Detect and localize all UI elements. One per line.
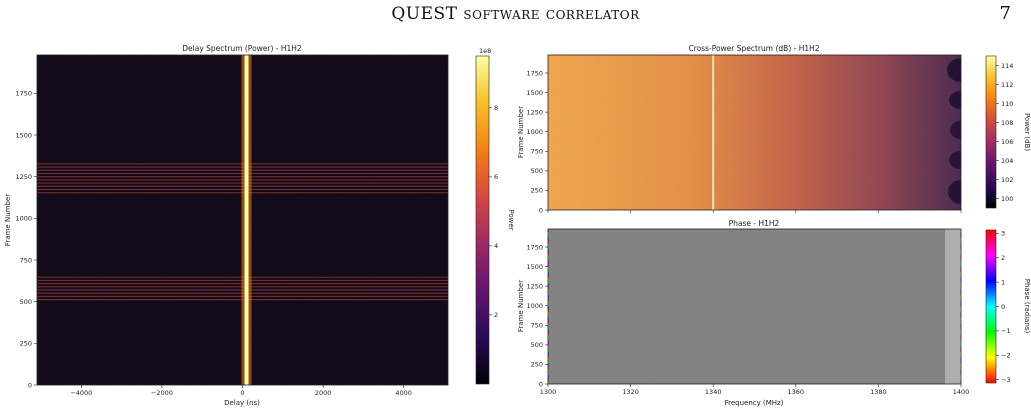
- delay-spectrum-ylabel: Frame Number: [4, 194, 12, 246]
- x-tick-label: 4000: [395, 389, 412, 397]
- colorbar-tick-label: 8: [494, 104, 498, 112]
- delay-colorbar: [475, 55, 490, 385]
- cross-power-title: Cross-Power Spectrum (dB) - H1H2: [688, 44, 819, 53]
- colorbar-tick-label: 6: [494, 173, 498, 181]
- delay-spectrum-xlabel: Delay (ns): [224, 399, 260, 407]
- y-tick-label: 0: [539, 206, 543, 214]
- y-tick-label: 0: [28, 381, 32, 389]
- y-tick-label: 250: [20, 340, 32, 348]
- page-number: 7: [999, 3, 1011, 24]
- x-tick-label: 1320: [622, 388, 639, 396]
- colorbar-tick-label: −3: [1001, 376, 1011, 384]
- phase-xlabel: Frequency (MHz): [725, 399, 784, 407]
- y-tick-label: 1000: [526, 302, 543, 310]
- y-tick-label: 1000: [526, 128, 543, 136]
- delay-colorbar-multiplier: 1e8: [479, 47, 491, 55]
- cross-power-edge-dips: [947, 58, 961, 204]
- phase-ylabel: Frame Number: [517, 280, 525, 332]
- y-tick-label: 500: [20, 298, 32, 306]
- delay-spectrum-axes: 0 250 500 750 1000 1250 1500 1750 −4000 −2000 0 200…: [15, 90, 411, 397]
- x-tick-label: 1380: [870, 388, 887, 396]
- delay-line: [244, 55, 249, 385]
- colorbar-tick-label: 1: [1001, 278, 1005, 286]
- y-tick-label: 500: [531, 341, 543, 349]
- phase-colorbar: [985, 229, 997, 384]
- colorbar-tick-label: −1: [1001, 327, 1011, 335]
- phase-axes: 0 250 500 750 1000 1250 1500 1750 1300 1320 1340 13…: [526, 243, 969, 396]
- y-tick-label: 1250: [15, 173, 32, 181]
- y-tick-label: 1250: [526, 108, 543, 116]
- colorbar-tick-label: 4: [494, 242, 498, 250]
- y-tick-label: 750: [531, 322, 543, 330]
- phase-colorbar-axis: −3 −2 −1 0 1 2 3: [996, 230, 1011, 384]
- x-tick-label: 1340: [705, 388, 722, 396]
- y-tick-label: 1750: [15, 90, 32, 98]
- cross-power-colorbar-label: Power (dB): [1023, 113, 1031, 151]
- y-tick-label: 1500: [15, 131, 32, 139]
- x-tick-label: 0: [240, 389, 244, 397]
- x-tick-label: −4000: [70, 389, 92, 397]
- cross-power-image: [548, 55, 961, 210]
- delay-spectrum-image: [37, 55, 448, 385]
- colorbar-tick-label: 110: [1001, 100, 1013, 108]
- colorbar-tick-label: 3: [1001, 230, 1005, 238]
- cross-power-ylabel: Frame Number: [517, 106, 525, 158]
- phase-title: Phase - H1H2: [729, 219, 780, 228]
- y-tick-label: 250: [531, 187, 543, 195]
- y-tick-label: 1000: [15, 215, 32, 223]
- phase-image: [548, 229, 961, 384]
- page-header: QUEST software correlator 7: [0, 0, 1031, 34]
- colorbar-tick-label: 108: [1001, 119, 1013, 127]
- page-title: QUEST software correlator: [391, 4, 640, 24]
- delay-colorbar-label: Power: [507, 209, 515, 230]
- colorbar-tick-label: 106: [1001, 138, 1013, 146]
- x-tick-label: 1300: [540, 388, 557, 396]
- y-tick-label: 500: [531, 167, 543, 175]
- x-tick-label: 1360: [788, 388, 805, 396]
- phase-panel: Phase - H1H2 0 250 500 750 1000 1250 1500 1750 1…: [517, 219, 1031, 407]
- delay-spectrum-title: Delay Spectrum (Power) - H1H2: [182, 44, 302, 53]
- x-tick-label: −2000: [151, 389, 173, 397]
- delay-spectrum-panel: Delay Spectrum (Power) - H1H2 0 250 500 750…: [4, 44, 515, 407]
- y-tick-label: 1750: [526, 69, 543, 77]
- y-tick-label: 750: [20, 256, 32, 264]
- rfi-line: [712, 55, 715, 210]
- y-tick-label: 0: [539, 380, 543, 388]
- cross-power-axes: 0 250 500 750 1000 1250 1500 1750: [526, 69, 962, 214]
- colorbar-tick-label: −2: [1001, 352, 1011, 360]
- y-tick-label: 1500: [526, 89, 543, 97]
- delay-colorbar-axis: 2 4 6 8: [489, 104, 498, 319]
- x-tick-label: 1400: [953, 388, 970, 396]
- y-tick-label: 250: [531, 361, 543, 369]
- colorbar-tick-label: 102: [1001, 176, 1013, 184]
- y-tick-label: 1750: [526, 243, 543, 251]
- x-tick-label: 2000: [315, 389, 332, 397]
- colorbar-tick-label: 2: [494, 311, 498, 319]
- colorbar-tick-label: 114: [1001, 62, 1013, 70]
- colorbar-tick-label: 0: [1001, 303, 1005, 311]
- colorbar-tick-label: 100: [1001, 195, 1013, 203]
- colorbar-tick-label: 112: [1001, 81, 1013, 89]
- y-tick-label: 750: [531, 148, 543, 156]
- colorbar-tick-label: 104: [1001, 157, 1013, 165]
- phase-colorbar-label: Phase (radians): [1023, 279, 1031, 334]
- colorbar-tick-label: 2: [1001, 254, 1005, 262]
- y-tick-label: 1500: [526, 263, 543, 271]
- cross-power-colorbar: [985, 55, 997, 209]
- cross-power-colorbar-axis: 100 102 104 106 108 110 112 114: [996, 62, 1013, 203]
- cross-power-panel: Cross-Power Spectrum (dB) - H1H2 0 250 500…: [517, 44, 1031, 214]
- y-tick-label: 1250: [526, 282, 543, 290]
